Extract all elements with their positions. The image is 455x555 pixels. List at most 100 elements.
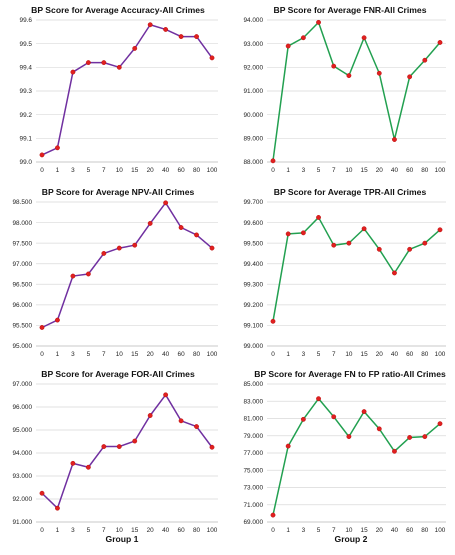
x-tick-label: 15 xyxy=(361,351,369,358)
data-point xyxy=(163,27,169,32)
data-point xyxy=(116,444,122,449)
x-tick-label: 60 xyxy=(406,167,414,174)
y-tick-label: 91.000 xyxy=(12,519,32,526)
x-tick-label: 5 xyxy=(87,351,91,358)
data-point xyxy=(163,200,169,206)
y-tick-label: 99.600 xyxy=(243,220,263,227)
data-point xyxy=(361,409,367,414)
data-point xyxy=(101,251,107,256)
data-point xyxy=(85,60,91,65)
y-tick-label: 93.000 xyxy=(12,473,32,480)
data-point xyxy=(101,444,107,449)
x-tick-label: 3 xyxy=(71,527,75,534)
data-point xyxy=(147,413,153,418)
x-tick-label: 15 xyxy=(131,351,139,358)
data-point xyxy=(178,34,184,39)
data-point xyxy=(70,273,76,279)
y-tick-label: 97.000 xyxy=(12,381,32,388)
y-tick-label: 99.300 xyxy=(243,281,263,288)
chart-panel-1: BP Score for Average Accuracy-All Crimes… xyxy=(20,5,218,174)
data-point xyxy=(346,434,352,440)
x-tick-label: 100 xyxy=(207,351,218,358)
chart-panel-6: BP Score for Average FN to FP ratio-All … xyxy=(243,369,446,534)
x-tick-label: 3 xyxy=(71,351,75,358)
y-tick-label: 99.2 xyxy=(20,112,33,119)
data-point xyxy=(178,225,184,230)
data-point xyxy=(194,424,199,429)
x-tick-label: 80 xyxy=(421,167,429,174)
y-tick-label: 92.000 xyxy=(12,496,32,503)
x-tick-label: 3 xyxy=(302,527,306,534)
chart-title: BP Score for Average FOR-All Crimes xyxy=(41,369,195,379)
y-tick-label: 95.000 xyxy=(12,343,32,350)
data-point xyxy=(422,57,428,63)
panels: BP Score for Average Accuracy-All Crimes… xyxy=(12,5,446,534)
chart-title: BP Score for Average Accuracy-All Crimes xyxy=(31,5,205,15)
data-point xyxy=(55,145,60,151)
data-point xyxy=(70,69,76,75)
data-point xyxy=(407,246,413,252)
series-line xyxy=(41,202,213,329)
x-tick-label: 20 xyxy=(147,167,155,174)
x-tick-label: 3 xyxy=(71,167,75,174)
y-tick-label: 85.000 xyxy=(243,381,263,388)
data-point xyxy=(407,74,413,80)
data-point xyxy=(270,318,276,324)
y-tick-label: 96.000 xyxy=(12,404,32,411)
y-tick-label: 81.000 xyxy=(243,416,263,423)
data-point xyxy=(39,490,45,496)
x-tick-label: 7 xyxy=(332,527,336,534)
x-tick-label: 60 xyxy=(406,527,414,534)
x-tick-label: 100 xyxy=(435,351,446,358)
data-point xyxy=(331,414,337,420)
data-point xyxy=(422,434,428,440)
x-tick-label: 0 xyxy=(40,351,44,358)
x-tick-label: 10 xyxy=(345,351,353,358)
x-tick-label: 10 xyxy=(116,351,124,358)
y-tick-label: 99.500 xyxy=(243,240,263,247)
chart-panel-5: BP Score for Average FOR-All Crimes 91.00… xyxy=(12,369,218,534)
x-tick-label: 60 xyxy=(406,351,414,358)
y-tick-label: 99.4 xyxy=(20,65,33,72)
group-label-1: Group 1 xyxy=(106,534,139,544)
x-tick-label: 20 xyxy=(376,351,384,358)
data-point xyxy=(346,73,352,79)
data-point xyxy=(376,246,382,252)
chart-title: BP Score for Average TPR-All Crimes xyxy=(274,187,427,197)
data-point xyxy=(70,460,76,466)
data-point xyxy=(132,438,138,444)
series-line xyxy=(272,216,441,322)
data-point xyxy=(422,240,428,246)
x-tick-label: 1 xyxy=(56,351,60,358)
x-tick-label: 10 xyxy=(116,527,124,534)
data-point xyxy=(300,35,306,41)
data-point xyxy=(392,448,397,454)
data-point xyxy=(300,230,306,236)
data-point xyxy=(285,43,291,49)
x-tick-label: 40 xyxy=(162,167,170,174)
y-tick-label: 96.500 xyxy=(12,281,32,288)
data-point xyxy=(209,55,215,61)
x-tick-label: 1 xyxy=(56,527,60,534)
data-point xyxy=(194,232,199,238)
x-tick-label: 10 xyxy=(116,167,124,174)
data-point xyxy=(361,35,367,41)
data-point xyxy=(209,444,215,450)
chart-panel-2: BP Score for Average FNR-All Crimes 88.00… xyxy=(243,5,446,174)
data-point xyxy=(376,426,382,432)
x-tick-label: 1 xyxy=(286,351,290,358)
x-tick-label: 100 xyxy=(207,167,218,174)
x-tick-label: 20 xyxy=(147,527,155,534)
x-tick-label: 7 xyxy=(102,527,106,534)
y-tick-label: 99.0 xyxy=(20,159,33,166)
y-tick-label: 97.000 xyxy=(12,261,32,268)
y-tick-label: 92.000 xyxy=(243,65,263,72)
data-point xyxy=(39,325,45,330)
chart-panel-3: BP Score for Average NPV-All Crimes 95.00… xyxy=(12,187,218,358)
data-point xyxy=(316,19,321,25)
x-tick-label: 100 xyxy=(207,527,218,534)
data-point xyxy=(39,152,45,158)
x-tick-label: 40 xyxy=(162,527,170,534)
